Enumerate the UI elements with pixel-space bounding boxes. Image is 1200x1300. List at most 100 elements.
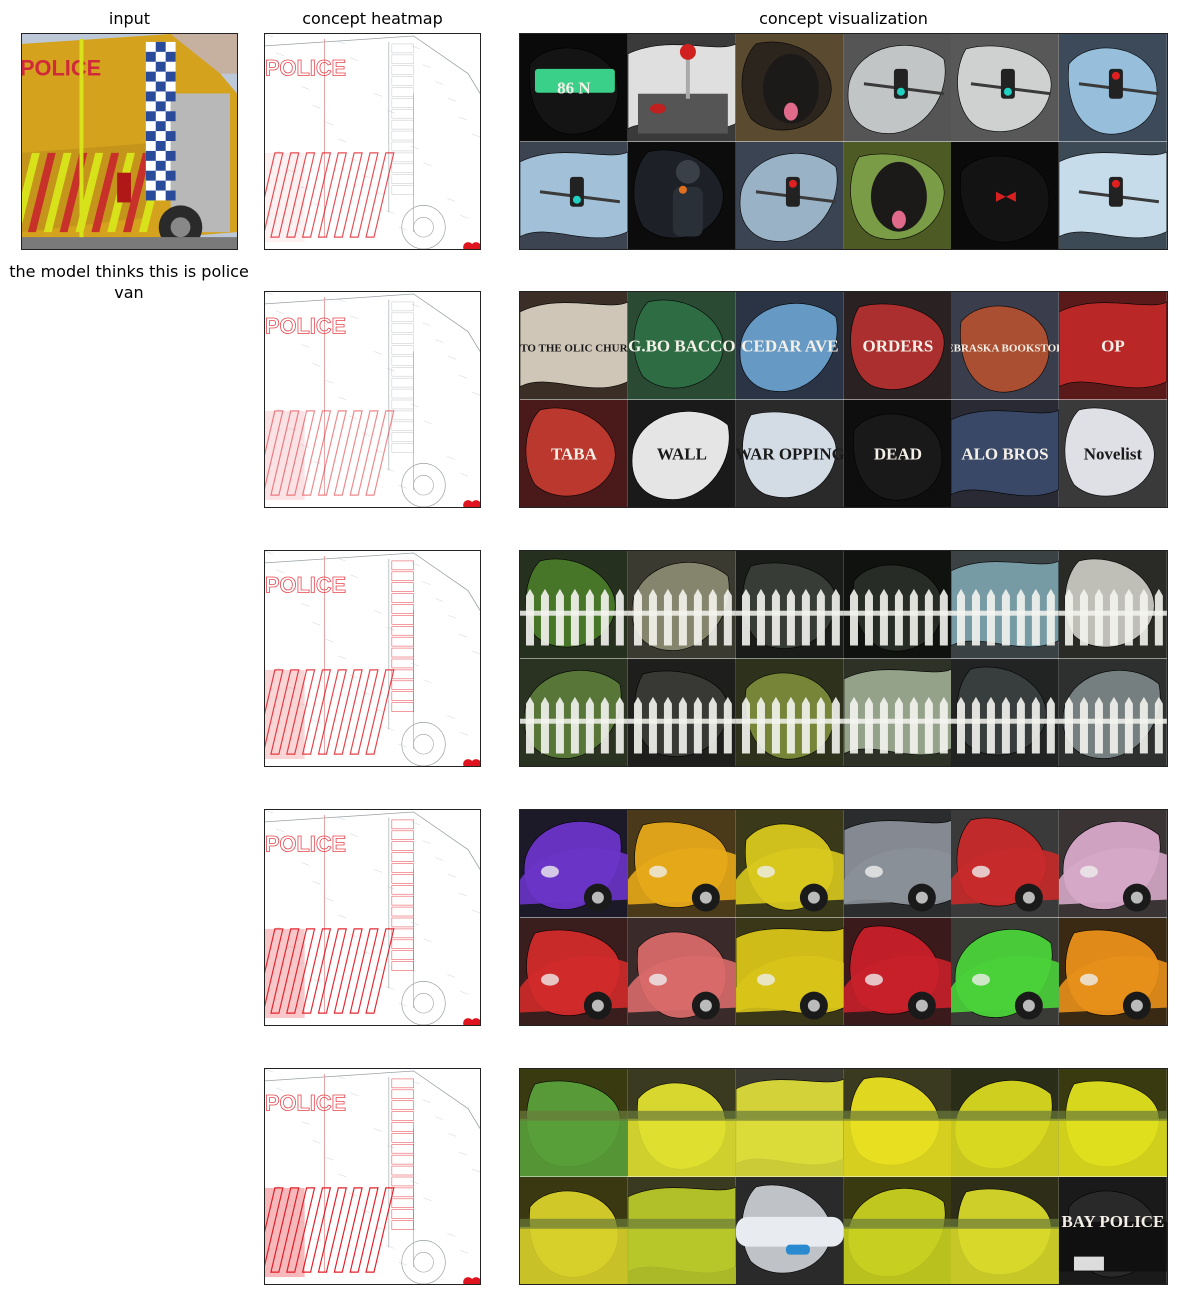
tile-image xyxy=(735,917,844,1025)
concept-tile: WALL xyxy=(627,399,736,507)
tile-text: NEBRASKA BOOKSTORE xyxy=(951,343,1059,355)
heatmap-police-text: POLICE xyxy=(265,573,346,598)
tile-image xyxy=(843,141,952,249)
concept-tile: DEAD xyxy=(843,399,952,507)
concept-tile: WAR OPPING xyxy=(735,399,844,507)
tile-image: CEDAR AVE xyxy=(735,292,844,400)
tile-image xyxy=(1059,34,1167,142)
tile-text: TABA xyxy=(551,444,598,463)
input-image: POLICE xyxy=(21,33,238,250)
tile-text: ALO BROS xyxy=(962,444,1049,463)
tile-image xyxy=(951,917,1060,1025)
heatmap-image: POLICE xyxy=(265,34,480,249)
concept-tile xyxy=(951,551,1060,659)
tile-image xyxy=(735,810,844,918)
tile-image: ALO BROS xyxy=(951,399,1060,507)
concept-heatmap-4: POLICE xyxy=(264,809,481,1026)
concept-tile xyxy=(520,917,628,1025)
tile-image xyxy=(843,1069,952,1177)
concept-tile xyxy=(1059,34,1167,142)
concept-tile: NEBRASKA BOOKSTORE xyxy=(951,292,1060,400)
tile-image xyxy=(627,1069,736,1177)
tile-image xyxy=(843,917,952,1025)
tile-image xyxy=(1059,1069,1167,1177)
concept-tile xyxy=(627,34,736,142)
concept-tile xyxy=(843,658,952,766)
tile-image xyxy=(735,34,844,142)
concept-tile: TO THE OLIC CHUR xyxy=(520,292,628,400)
concept-visualization-5: BAY POLICE xyxy=(519,1068,1168,1285)
concept-tile: G.BO BACCO xyxy=(627,292,736,400)
concept-heatmap-3: POLICE xyxy=(264,550,481,767)
concept-visualization-4 xyxy=(519,809,1168,1026)
tile-image xyxy=(735,551,844,659)
concept-tile xyxy=(735,1069,844,1177)
concept-tile xyxy=(843,34,952,142)
tile-image xyxy=(520,810,628,918)
tile-image xyxy=(951,1069,1060,1177)
tile-image xyxy=(627,917,736,1025)
concept-tile xyxy=(735,917,844,1025)
tile-image xyxy=(627,551,736,659)
tile-text: Novelist xyxy=(1084,444,1143,463)
concept-tile xyxy=(627,141,736,249)
concept-tile xyxy=(951,1069,1060,1177)
tile-image: DEAD xyxy=(843,399,952,507)
concept-tile xyxy=(520,551,628,659)
tile-text: DEAD xyxy=(873,444,921,463)
concept-tile: TABA xyxy=(520,399,628,507)
concept-tile xyxy=(735,551,844,659)
tile-image: Novelist xyxy=(1059,399,1167,507)
tile-image xyxy=(627,658,736,766)
concept-tile xyxy=(520,658,628,766)
tile-image xyxy=(520,141,628,249)
tile-image xyxy=(735,1176,844,1284)
concept-tile: ALO BROS xyxy=(951,399,1060,507)
concept-tile xyxy=(520,1069,628,1177)
heatmap-image: POLICE xyxy=(265,1069,480,1284)
tile-image: ORDERS xyxy=(843,292,952,400)
concept-tile xyxy=(627,917,736,1025)
visualization-column-title: concept visualization xyxy=(759,9,928,28)
tile-image xyxy=(627,141,736,249)
concept-tile xyxy=(843,1069,952,1177)
tile-image xyxy=(1059,917,1167,1025)
tile-text: CEDAR AVE xyxy=(741,337,838,356)
concept-tile xyxy=(735,34,844,142)
concept-visualization-1: 86 N xyxy=(519,33,1168,250)
tile-image xyxy=(843,1176,952,1284)
tile-image: G.BO BACCO xyxy=(627,292,736,400)
tile-image xyxy=(520,1069,628,1177)
concept-visualization-3 xyxy=(519,550,1168,767)
tile-image xyxy=(1059,810,1167,918)
tile-text: ORDERS xyxy=(862,337,933,356)
concept-tile xyxy=(1059,1069,1167,1177)
tile-image xyxy=(951,141,1060,249)
input-column-title: input xyxy=(108,9,151,28)
tile-image: OP xyxy=(1059,292,1167,400)
concept-tile xyxy=(520,141,628,249)
concept-tile xyxy=(951,141,1060,249)
concept-visualization-2: TO THE OLIC CHUR G.BO BACCO CEDAR AVE ORDER… xyxy=(519,291,1168,508)
tile-image xyxy=(951,551,1060,659)
tile-image xyxy=(951,1176,1060,1284)
concept-tile xyxy=(1059,551,1167,659)
tile-image xyxy=(1059,141,1167,249)
concept-tile xyxy=(843,141,952,249)
concept-tile xyxy=(843,917,952,1025)
heatmap-police-text: POLICE xyxy=(265,832,346,857)
tile-image xyxy=(1059,658,1167,766)
tile-image xyxy=(843,658,952,766)
heatmap-image: POLICE xyxy=(265,810,480,1025)
tile-text: 86 N xyxy=(557,79,591,98)
concept-heatmap-2: POLICE xyxy=(264,291,481,508)
tile-image: WAR OPPING xyxy=(735,399,844,507)
concept-tile xyxy=(1059,658,1167,766)
concept-tile xyxy=(951,917,1060,1025)
tile-image xyxy=(520,658,628,766)
concept-tile xyxy=(843,551,952,659)
tile-image xyxy=(951,658,1060,766)
concept-tile xyxy=(735,810,844,918)
concept-tile: Novelist xyxy=(1059,399,1167,507)
tile-image: NEBRASKA BOOKSTORE xyxy=(951,292,1060,400)
